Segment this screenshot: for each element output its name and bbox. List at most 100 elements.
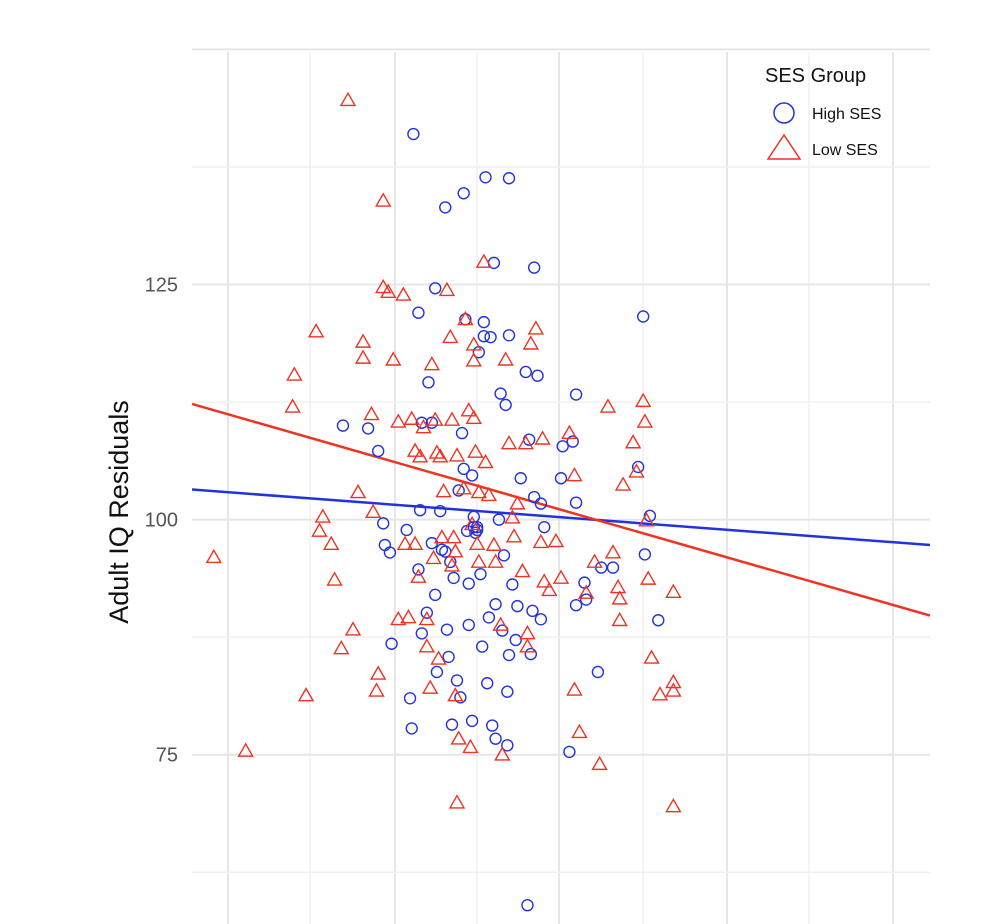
- high-ses-point: [489, 598, 502, 611]
- high-ses-point: [521, 898, 534, 912]
- low-ses-point: [339, 91, 357, 107]
- low-ses-point: [586, 553, 603, 568]
- low-ses-point: [443, 411, 461, 426]
- high-ses-point: [519, 365, 532, 379]
- high-ses-point: [477, 315, 491, 329]
- low-ses-point: [354, 333, 372, 348]
- low-ses-point: [455, 480, 472, 495]
- low-ses-point: [435, 482, 452, 498]
- high-ses-point: [506, 578, 519, 591]
- low-ses-point: [425, 549, 442, 565]
- low-ses-point: [522, 335, 540, 350]
- high-ses-point: [383, 546, 397, 559]
- high-ses-point: [412, 306, 425, 319]
- low-ses-point: [364, 503, 382, 519]
- legend-label-low-ses: Low SES: [812, 142, 878, 159]
- high-ses-point: [502, 172, 516, 185]
- low-ses-point: [442, 328, 459, 344]
- low-ses-point: [599, 398, 617, 413]
- low-ses-point: [534, 430, 551, 445]
- high-ses-point: [643, 509, 657, 523]
- high-ses-point: [606, 561, 620, 574]
- high-ses-point: [563, 745, 576, 759]
- low-ses-point: [344, 621, 362, 636]
- low-ses-point: [418, 610, 436, 626]
- high-ses-point: [413, 504, 427, 517]
- low-ses-point: [643, 649, 660, 664]
- high-ses-point: [420, 606, 434, 619]
- low-ses-point: [468, 535, 486, 551]
- fit-line-high-ses: [191, 488, 931, 547]
- fit-line-low-ses: [191, 402, 931, 617]
- high-ses-point: [400, 523, 413, 537]
- low-ses-point: [311, 522, 328, 537]
- low-ses-point: [497, 351, 514, 366]
- data-points: [205, 91, 682, 912]
- high-ses-point: [407, 127, 420, 141]
- high-ses-point: [429, 588, 442, 602]
- low-ses-point: [286, 366, 303, 381]
- high-ses-point: [591, 665, 605, 679]
- high-ses-point: [569, 598, 583, 612]
- high-ses-point: [378, 538, 392, 552]
- low-ses-point: [504, 509, 521, 524]
- high-ses-point: [499, 398, 512, 412]
- high-ses-point: [371, 444, 385, 458]
- low-ses-point: [566, 681, 583, 696]
- high-ses-point: [435, 543, 449, 556]
- high-ses-point: [534, 497, 548, 510]
- high-ses-point: [492, 513, 506, 526]
- low-ses-point: [375, 192, 392, 207]
- high-ses-point: [462, 577, 475, 590]
- high-ses-point: [502, 329, 516, 342]
- high-ses-point: [474, 567, 487, 581]
- low-ses-point: [428, 444, 446, 459]
- high-ses-point: [479, 171, 492, 184]
- low-ses-point: [517, 435, 534, 450]
- y-tick-label: 100: [145, 510, 178, 532]
- low-ses-point: [403, 410, 420, 425]
- high-ses-point: [494, 387, 507, 400]
- high-ses-point: [465, 469, 479, 482]
- low-ses-point: [447, 687, 464, 702]
- high-ses-point: [556, 440, 569, 453]
- low-ses-point: [406, 535, 424, 551]
- low-ses-point: [307, 323, 325, 338]
- low-ses-point: [349, 483, 367, 499]
- low-ses-point: [406, 442, 424, 457]
- high-ses-point: [527, 261, 541, 274]
- high-ses-point: [578, 576, 591, 589]
- high-ses-point: [481, 677, 494, 690]
- y-tick-label: 125: [145, 275, 178, 297]
- high-ses-point: [447, 571, 460, 585]
- high-ses-point: [425, 416, 439, 429]
- low-ses-point: [462, 738, 479, 754]
- low-ses-point: [611, 590, 628, 605]
- low-ses-point: [418, 638, 436, 653]
- low-ses-point: [465, 336, 482, 351]
- high-ses-point: [405, 722, 418, 735]
- low-ses-point: [519, 638, 536, 653]
- high-ses-point: [457, 462, 470, 476]
- high-ses-point: [403, 692, 417, 705]
- low-ses-point: [492, 616, 509, 631]
- low-ses-point: [470, 483, 488, 499]
- low-ses-point: [421, 679, 439, 694]
- low-ses-point: [604, 544, 622, 559]
- high-ses-point: [452, 484, 465, 497]
- high-ses-point: [569, 496, 583, 509]
- high-ses-point: [501, 739, 514, 752]
- high-ses-point: [450, 674, 464, 687]
- high-ses-point: [502, 648, 516, 662]
- low-ses-point: [514, 562, 531, 578]
- high-ses-point: [385, 637, 398, 650]
- legend-label-high-ses: High SES: [812, 106, 881, 123]
- high-ses-point: [477, 330, 491, 343]
- high-ses-point: [636, 310, 650, 323]
- low-ses-point: [354, 349, 372, 364]
- low-ses-point: [624, 434, 642, 449]
- legend-high-ses-icon: [773, 102, 795, 124]
- high-ses-point: [524, 647, 538, 661]
- high-ses-point: [526, 604, 539, 618]
- low-ses-point: [500, 435, 518, 450]
